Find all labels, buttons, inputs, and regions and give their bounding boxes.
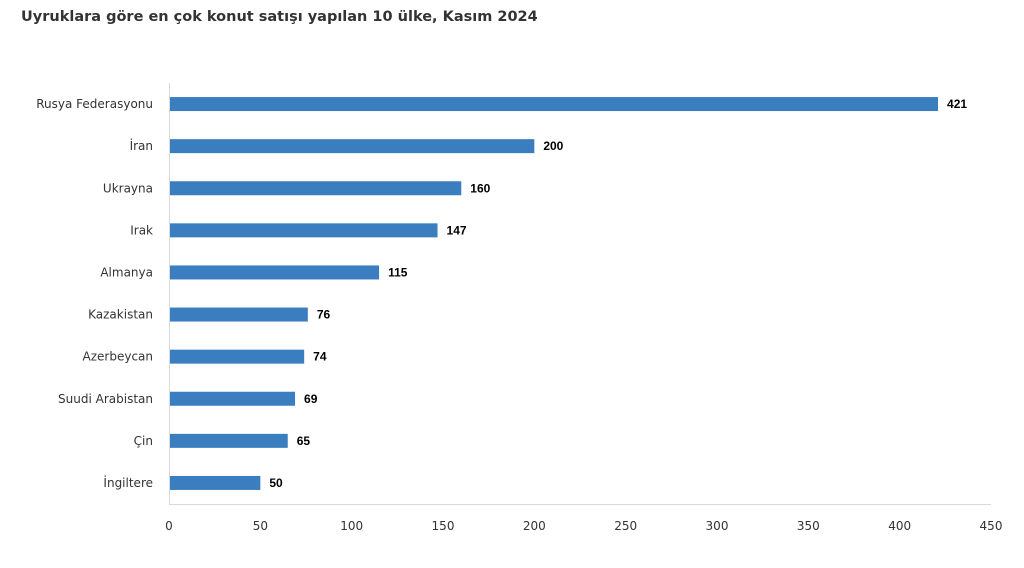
x-tick-label: 400 bbox=[888, 519, 911, 533]
category-label: Almanya bbox=[100, 265, 153, 279]
x-tick-label: 0 bbox=[165, 519, 173, 533]
data-label: 200 bbox=[543, 139, 563, 153]
data-label: 69 bbox=[304, 392, 318, 406]
x-tick-label: 100 bbox=[340, 519, 363, 533]
category-label: İran bbox=[130, 138, 153, 153]
data-label: 74 bbox=[313, 350, 327, 364]
data-label: 147 bbox=[447, 223, 467, 237]
category-label: Ukrayna bbox=[103, 181, 153, 195]
x-tick-label: 300 bbox=[706, 519, 729, 533]
chart-title: Uyruklara göre en çok konut satışı yapıl… bbox=[21, 9, 538, 25]
bar bbox=[170, 265, 380, 280]
category-label: Rusya Federasyonu bbox=[36, 97, 153, 111]
bar bbox=[170, 307, 308, 322]
bar bbox=[170, 139, 535, 154]
bar bbox=[170, 181, 462, 196]
data-label: 50 bbox=[269, 476, 283, 490]
bar bbox=[170, 433, 288, 448]
category-label: Kazakistan bbox=[88, 308, 153, 322]
bar bbox=[170, 97, 939, 112]
x-tick-label: 200 bbox=[523, 519, 546, 533]
bar bbox=[170, 391, 296, 406]
data-label: 65 bbox=[297, 434, 311, 448]
x-tick-label: 450 bbox=[980, 519, 1003, 533]
x-tick-label: 150 bbox=[432, 519, 455, 533]
x-tick-label: 350 bbox=[797, 519, 820, 533]
category-label: Suudi Arabistan bbox=[58, 392, 153, 406]
category-label: İngiltere bbox=[103, 475, 153, 490]
bar bbox=[170, 223, 438, 238]
bar bbox=[170, 475, 261, 490]
category-label: Çin bbox=[134, 434, 153, 448]
data-label: 76 bbox=[317, 308, 331, 322]
data-label: 115 bbox=[388, 265, 408, 279]
x-tick-label: 250 bbox=[614, 519, 637, 533]
category-label: Irak bbox=[130, 223, 153, 237]
category-label: Azerbeycan bbox=[83, 350, 153, 364]
x-tick-label: 50 bbox=[253, 519, 268, 533]
data-label: 160 bbox=[470, 181, 490, 195]
bar bbox=[170, 349, 305, 364]
data-label: 421 bbox=[947, 97, 967, 111]
